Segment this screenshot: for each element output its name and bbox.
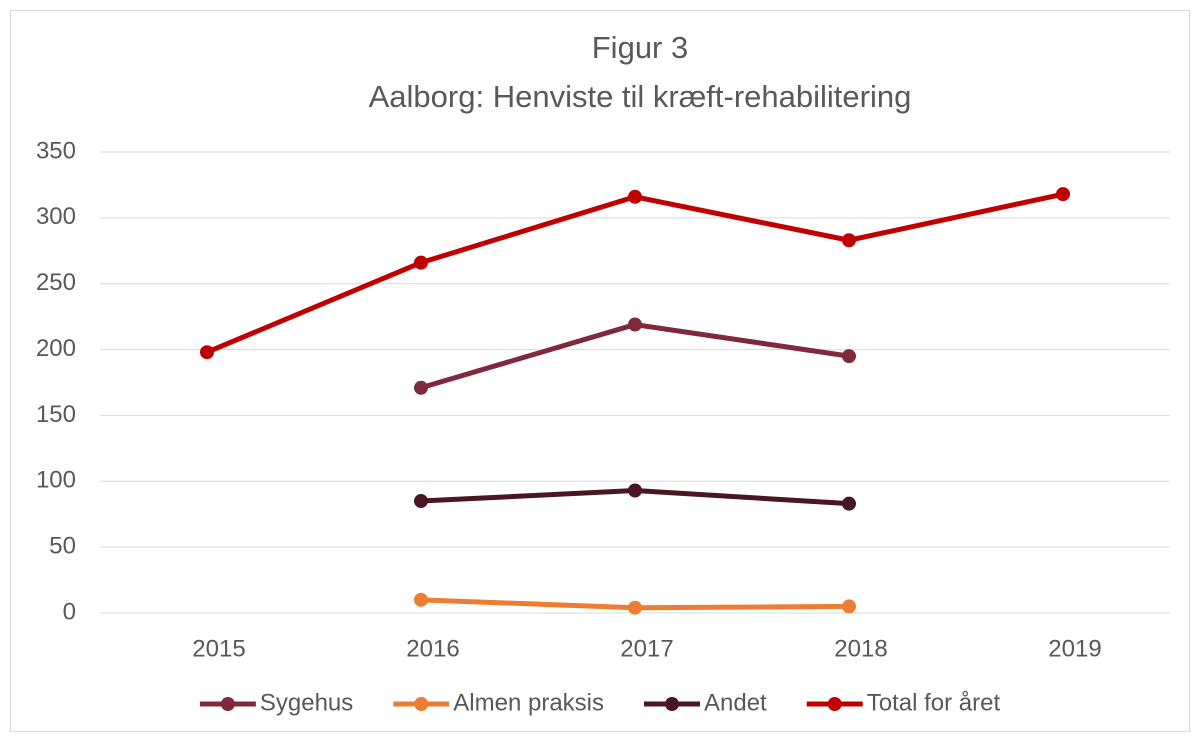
chart-title: Figur 3 <box>592 30 688 65</box>
x-tick-label: 2015 <box>192 635 245 662</box>
series-marker <box>414 380 428 395</box>
legend-label: Total for året <box>867 689 1001 716</box>
y-tick-label: 0 <box>63 598 76 625</box>
legend-label: Andet <box>704 689 767 716</box>
legend-marker <box>665 697 679 711</box>
series-marker <box>842 496 856 511</box>
y-tick-label: 300 <box>36 203 76 230</box>
series-marker <box>628 483 642 498</box>
series-marker <box>842 233 856 248</box>
series-marker <box>628 189 642 204</box>
legend-marker <box>414 697 429 711</box>
x-tick-label: 2016 <box>406 635 459 662</box>
legend-marker <box>220 697 235 711</box>
y-tick-label: 200 <box>36 335 76 362</box>
y-tick-label: 150 <box>36 401 76 428</box>
x-tick-label: 2019 <box>1048 635 1101 662</box>
chart-border <box>10 10 1190 732</box>
series-marker <box>414 494 428 509</box>
legend-label: Sygehus <box>260 689 353 716</box>
y-tick-label: 350 <box>36 137 76 164</box>
y-tick-label: 50 <box>49 532 76 559</box>
series-marker <box>200 345 214 360</box>
x-tick-label: 2018 <box>834 635 887 662</box>
legend-label: Almen praksis <box>453 689 604 716</box>
series-marker <box>1056 187 1070 202</box>
series-marker <box>628 317 642 332</box>
chart-title: Aalborg: Henviste til kræft-rehabiliteri… <box>369 79 912 114</box>
series-marker <box>414 592 428 607</box>
y-tick-label: 250 <box>36 269 76 296</box>
series-marker <box>842 599 856 614</box>
legend-marker <box>827 697 842 711</box>
series-marker <box>628 600 642 615</box>
x-tick-label: 2017 <box>620 635 673 662</box>
series-marker <box>842 349 856 364</box>
series-marker <box>414 255 428 270</box>
y-tick-label: 100 <box>36 467 76 494</box>
